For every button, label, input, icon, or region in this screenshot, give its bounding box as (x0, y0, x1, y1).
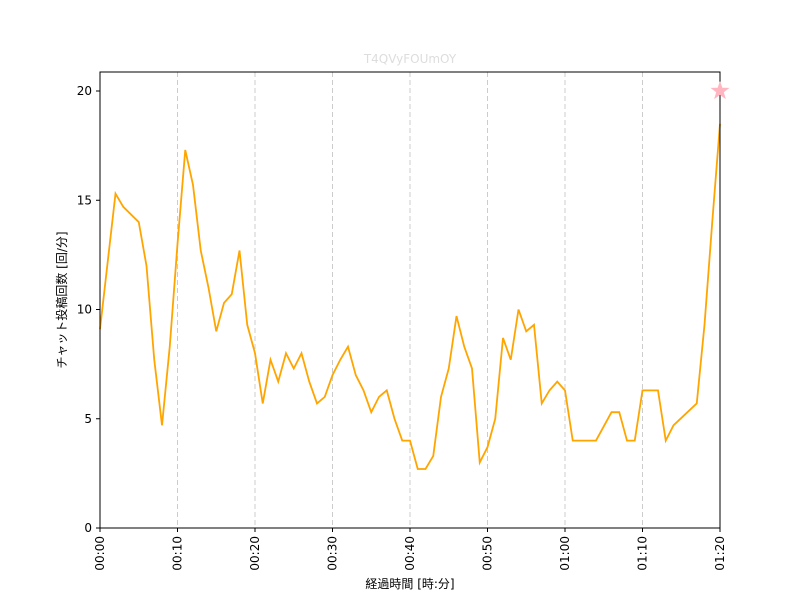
x-tick-label: 00:10 (171, 536, 185, 571)
y-tick-label: 5 (84, 412, 92, 426)
x-tick-label: 00:00 (93, 536, 107, 571)
x-tick-label: 00:50 (481, 536, 495, 571)
x-tick-label: 01:00 (558, 536, 572, 571)
y-tick-label: 20 (77, 84, 92, 98)
y-axis-label: チャット投稿回数 [回/分] (54, 231, 69, 368)
plot-frame (99, 71, 721, 529)
x-axis-label: 経過時間 [時:分] (365, 577, 454, 591)
x-tick-label: 01:20 (713, 536, 727, 571)
x-tick-label: 00:20 (248, 536, 262, 571)
y-tick-label: 15 (77, 193, 92, 207)
y-tick-label: 10 (77, 303, 92, 317)
x-tick-label: 00:30 (326, 536, 340, 571)
x-tick-label: 00:40 (403, 536, 417, 571)
star-marker (710, 81, 730, 100)
chart-title: T4QVyFOUmOY (363, 52, 457, 66)
x-tick-label: 01:10 (636, 536, 650, 571)
data-line (99, 123, 721, 470)
y-tick-label: 0 (84, 521, 92, 535)
